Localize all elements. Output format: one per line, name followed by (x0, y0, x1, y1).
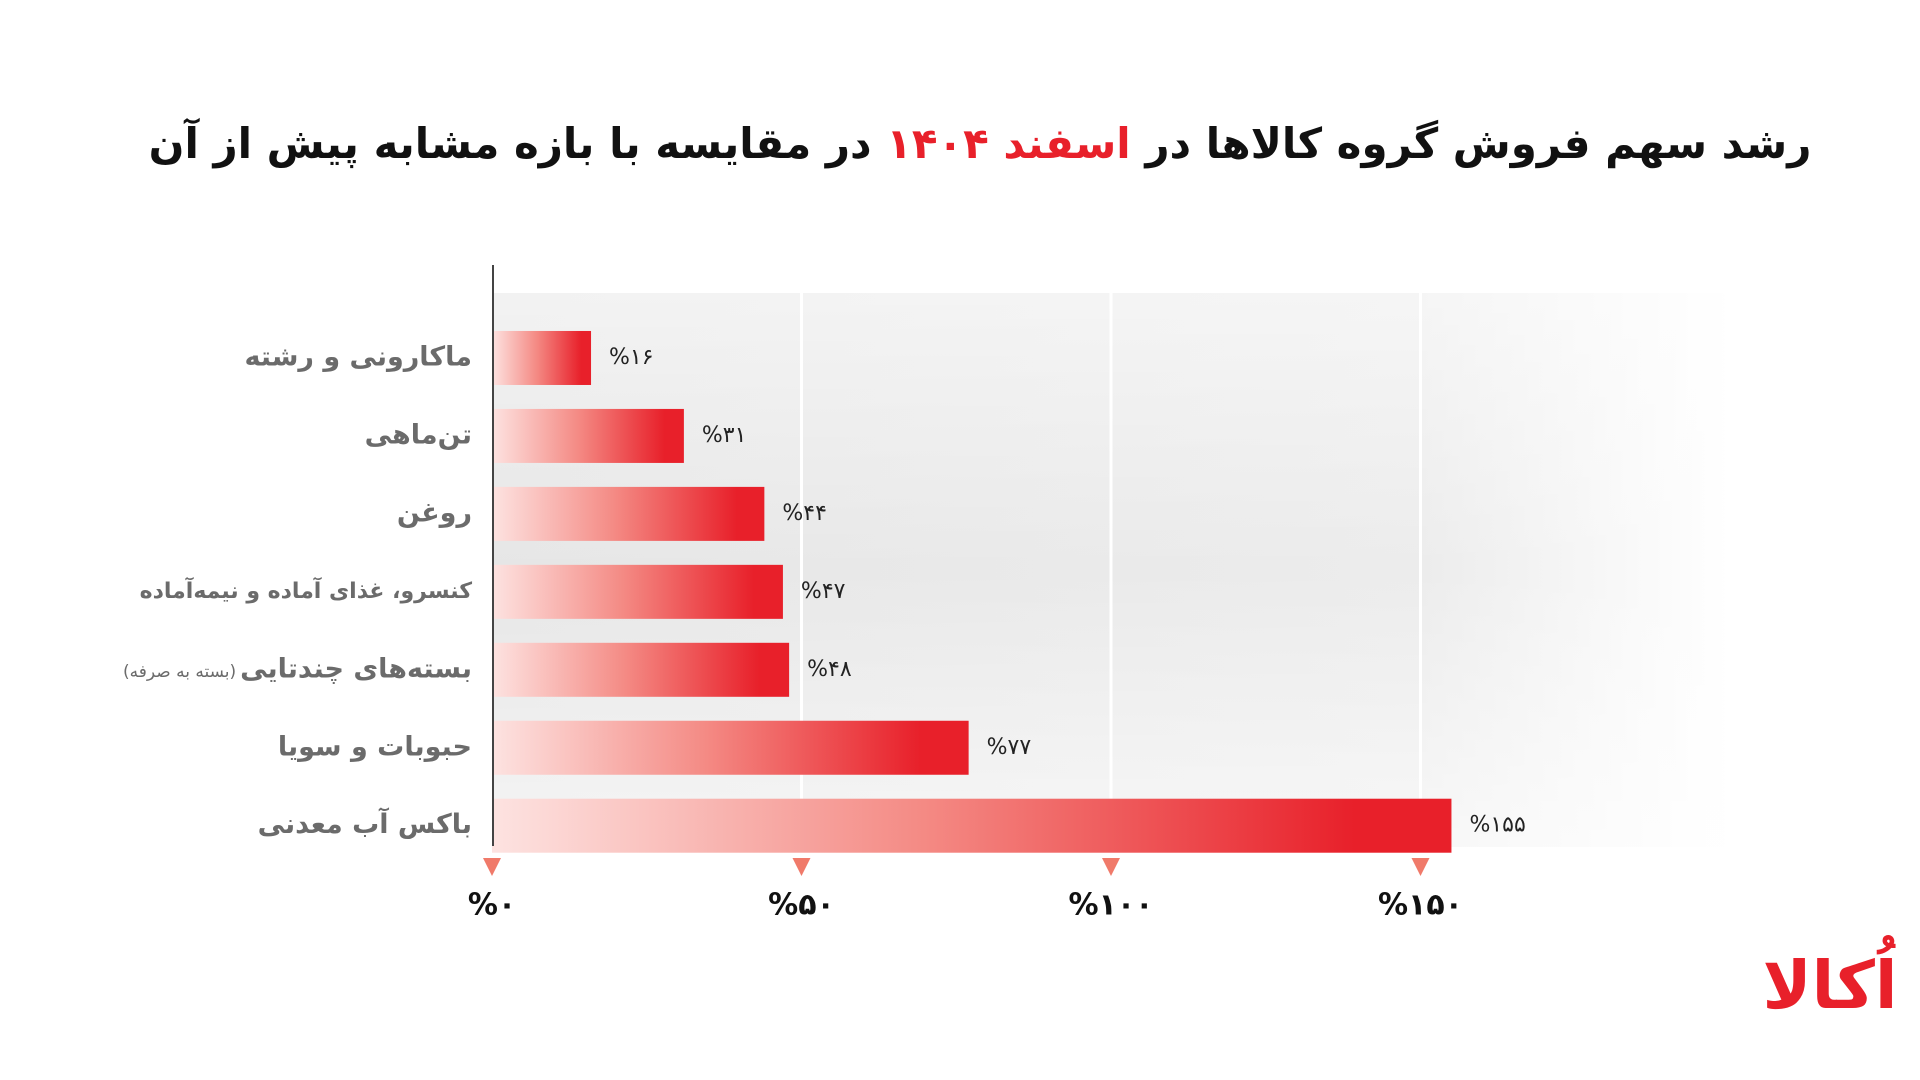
bars (492, 330, 1452, 853)
x-tick-label: %۰ (468, 888, 516, 923)
logo: اُکالا (1763, 935, 1898, 1025)
title-part: در مقایسه با بازه مشابه پیش از آن (149, 118, 887, 169)
chart-title: رشد سهم فروش گروه کالاها در اسفند ۱۴۰۴ د… (149, 118, 1812, 169)
bar (492, 720, 969, 775)
category-label: حبوبات و سویا (278, 731, 472, 762)
bar (492, 408, 684, 463)
category-note: (بسته به صرفه) (123, 662, 236, 682)
value-label: %۴۷ (801, 579, 846, 604)
bar (492, 486, 765, 541)
value-label: %۱۶ (609, 345, 654, 370)
category-label: بسته‌های چندتایی (240, 653, 472, 684)
x-tick-label: %۱۵۰ (1378, 888, 1463, 923)
category-label: کنسرو، غذای آماده و نیمه‌آماده (140, 576, 473, 604)
bar (492, 564, 783, 619)
category-label: روغن (397, 497, 472, 528)
tick-mark (483, 858, 501, 876)
category-label: ماکارونی و رشته (244, 341, 472, 372)
title-part: رشد سهم فروش گروه کالاها در (1131, 119, 1812, 169)
x-tick-label: %۱۰۰ (1069, 888, 1154, 923)
tick-mark (792, 858, 811, 876)
x-tick-label: %۵۰ (768, 888, 835, 923)
value-label: %۱۵۵ (1469, 813, 1525, 838)
value-label: %۷۷ (987, 735, 1032, 760)
category-label: باکس آب معدنی (258, 807, 472, 840)
tick-mark (1102, 858, 1120, 876)
title-highlight: اسفند ۱۴۰۴ (886, 119, 1131, 168)
tick-mark (1411, 858, 1430, 876)
category-label: تن‌ماهی (365, 419, 472, 450)
bar (492, 642, 790, 697)
value-label: %۳۱ (702, 423, 747, 448)
bar (492, 798, 1452, 853)
value-label: %۴۸ (807, 657, 852, 682)
bar (492, 330, 592, 385)
value-label: %۴۴ (782, 501, 827, 526)
